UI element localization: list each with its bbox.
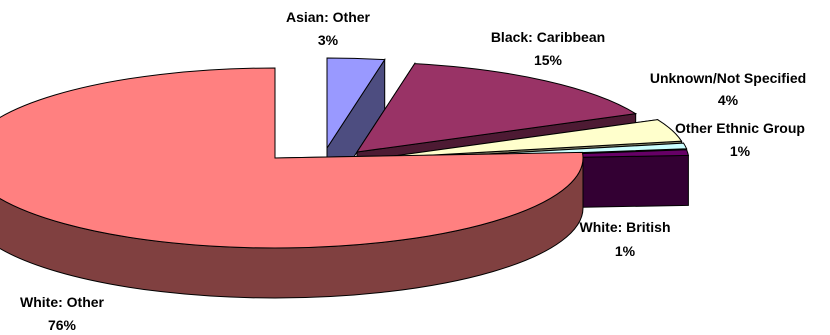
label-other-ethnic-name: Other Ethnic Group bbox=[675, 120, 805, 136]
pie-slice-asian-other bbox=[326, 57, 386, 150]
pie-slice-white-other bbox=[0, 67, 584, 249]
pie-slice-unknown-not-specified bbox=[378, 119, 683, 159]
label-white-british-value: 1% bbox=[615, 243, 636, 259]
label-other-ethnic-value: 1% bbox=[730, 143, 751, 159]
label-black-caribbean-value: 15% bbox=[534, 52, 563, 68]
label-layer: Asian: Other 3% Black: Caribbean 15% Unk… bbox=[20, 9, 806, 333]
label-white-other-value: 76% bbox=[48, 317, 77, 333]
label-asian-other-name: Asian: Other bbox=[286, 9, 371, 25]
label-white-british-name: White: British bbox=[580, 219, 671, 235]
label-black-caribbean-name: Black: Caribbean bbox=[491, 29, 605, 45]
pie-top-layer bbox=[0, 57, 690, 249]
label-unknown-value: 4% bbox=[718, 92, 739, 108]
label-asian-other-value: 3% bbox=[318, 32, 339, 48]
label-unknown-name: Unknown/Not Specified bbox=[650, 70, 806, 86]
label-white-other-name: White: Other bbox=[20, 294, 105, 310]
pie-slice-black-caribbean bbox=[355, 63, 638, 153]
